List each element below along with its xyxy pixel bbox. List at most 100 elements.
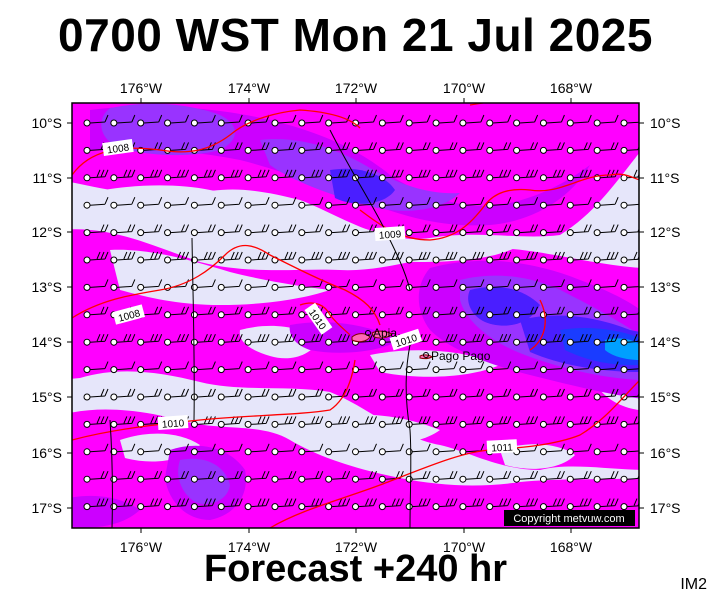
wind-barb: [170, 388, 190, 398]
wind-barb: [358, 498, 377, 508]
lon-label-top-176: 176°W: [120, 80, 163, 96]
wind-barb: [385, 197, 404, 206]
station-circle: [459, 201, 467, 209]
wind-barb: [439, 416, 458, 425]
station-circle: [325, 475, 333, 483]
wind-barb: [251, 471, 270, 480]
wind-barb: [412, 251, 431, 261]
wind-barb: [412, 142, 431, 151]
lon-labels-bottom: 176°W 174°W 172°W 170°W 168°W: [120, 539, 593, 555]
wind-barb: [412, 498, 431, 508]
wind-barb: [224, 498, 243, 508]
svg-text:1011: 1011: [491, 442, 513, 454]
station-circle: [83, 420, 91, 428]
station-circle: [137, 475, 145, 483]
station-circle: [566, 475, 574, 483]
station-circle: [325, 366, 333, 374]
station-circle: [620, 229, 628, 237]
station-circle: [593, 338, 601, 346]
station-circle: [164, 229, 172, 237]
station-circle: [378, 366, 386, 374]
lon-label-bottom-168: 168°W: [550, 539, 593, 555]
wind-barb: [465, 361, 485, 371]
wind-barb: [304, 416, 324, 425]
station-circle: [593, 311, 601, 319]
lat-label-left-13: 13°S: [31, 279, 62, 295]
station-circle: [110, 393, 118, 401]
station-circle: [620, 475, 628, 483]
station-circle: [486, 475, 494, 483]
wind-barb: [573, 498, 592, 508]
wind-barb: [573, 416, 592, 425]
wind-barb: [277, 416, 297, 425]
wind-barb: [546, 251, 565, 261]
heavy-rain-10: [605, 338, 639, 360]
wind-barb: [143, 471, 163, 480]
station-circle: [539, 448, 547, 456]
wind-barb: [331, 498, 351, 508]
wind-barb: [277, 142, 297, 151]
wind-barb: [600, 279, 619, 288]
wind-barb: [331, 306, 351, 316]
wind-barb: [277, 361, 297, 371]
station-circle: [137, 503, 145, 511]
station-circle: [593, 229, 601, 237]
station-circle: [190, 229, 198, 237]
wind-barb: [170, 169, 190, 179]
wind-barb: [412, 443, 431, 453]
wind-barb: [412, 388, 431, 398]
wind-barb: [197, 224, 216, 234]
station-circle: [352, 256, 359, 264]
station-circle: [513, 119, 521, 127]
svg-text:1009: 1009: [379, 229, 402, 242]
station-circle: [378, 256, 386, 264]
station-circle: [298, 256, 306, 264]
lon-label-top-170: 170°W: [443, 80, 486, 96]
wind-barb: [600, 197, 619, 206]
wind-barb: [116, 251, 136, 261]
station-circle: [378, 448, 386, 456]
lat-label-right-12: 12°S: [650, 224, 681, 240]
wind-barb: [385, 361, 404, 371]
wind-barb: [251, 334, 270, 343]
station-circle: [566, 338, 574, 346]
lat-label-left-17: 17°S: [31, 500, 62, 516]
wind-barb: [600, 416, 619, 425]
wind-barb: [170, 361, 190, 371]
wind-barb: [89, 361, 109, 371]
station-circle: [110, 366, 118, 374]
station-circle: [164, 311, 172, 319]
station-circle: [271, 338, 279, 346]
dry-gap-1: [80, 185, 520, 262]
wind-barb: [251, 169, 270, 179]
station-circle: [271, 201, 279, 209]
station-circle: [325, 503, 333, 511]
lat-label-left-16: 16°S: [31, 445, 62, 461]
station-circle: [566, 420, 574, 428]
wind-barb: [277, 279, 297, 288]
wind-barb: [546, 114, 565, 124]
station-circle: [459, 229, 467, 237]
station-circle: [83, 311, 91, 319]
station-circle: [298, 475, 306, 483]
isobar-red-4: [72, 244, 381, 326]
station-circle: [244, 448, 252, 456]
station-circle: [566, 229, 574, 237]
station-circle: [539, 475, 547, 483]
station-circle: [217, 475, 225, 483]
station-circle: [83, 229, 91, 237]
station-circle: [405, 448, 413, 456]
wind-barb: [626, 334, 639, 343]
station-circle: [110, 256, 118, 264]
wind-barb: [197, 498, 216, 508]
station-circle: [405, 201, 413, 209]
station-circle: [83, 283, 91, 291]
wind-barb: [439, 251, 458, 261]
wind-barb: [224, 279, 243, 288]
wind-barb: [385, 114, 404, 124]
station-circle: [298, 283, 306, 291]
station-circle: [164, 338, 172, 346]
wind-barb: [546, 498, 565, 508]
isobar-label-2: 1009: [374, 225, 406, 242]
